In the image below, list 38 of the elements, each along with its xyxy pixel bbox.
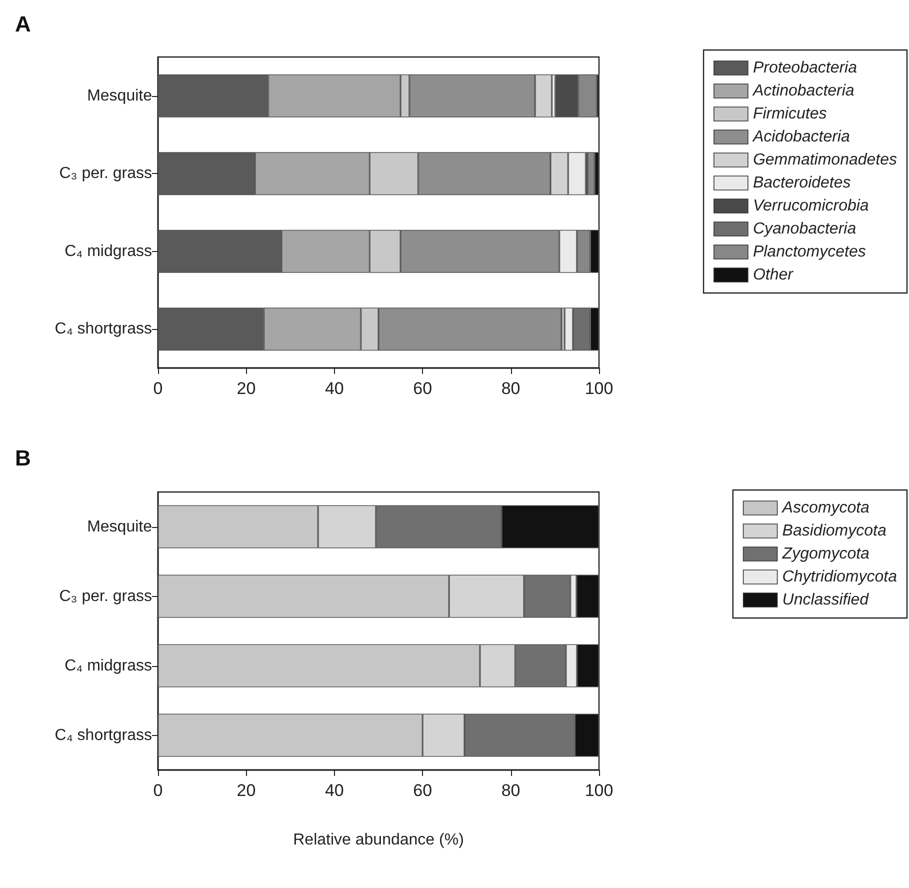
x-tick-label: 20 [236, 781, 256, 800]
legend-label: Unclassified [782, 592, 870, 608]
x-tick-label: 0 [153, 781, 163, 800]
chart-title: B [15, 446, 31, 470]
legend-label: Verrucomicrobia [752, 198, 869, 214]
y-tick-label: Mesquite [87, 87, 152, 104]
y-tick-label: C₄ midgrass [64, 657, 152, 674]
x-tick-label: 80 [501, 781, 520, 800]
x-tick-label: 20 [236, 379, 256, 398]
x-tick-label: 100 [584, 379, 614, 398]
y-tick-label: C₄ shortgrass [54, 726, 152, 744]
legend-label: Planctomycetes [752, 244, 866, 260]
legend-label: Ascomycota [781, 500, 870, 516]
y-tick-label: Mesquite [87, 518, 152, 536]
x-tick-label: 60 [413, 379, 432, 398]
x-tick-label: 80 [501, 379, 520, 398]
y-tick-label: C₄ midgrass [64, 242, 152, 260]
x-tick-label: 40 [324, 781, 344, 800]
x-tick-label: 100 [584, 781, 614, 800]
legend-label: Bacteroidetes [752, 174, 851, 192]
y-tick-label: C₃ per. grass [59, 588, 152, 605]
legend-label: Basidiomycota [782, 522, 886, 540]
legend-label: Firmicutes [752, 106, 827, 122]
legend-label: Proteobacteria [752, 60, 858, 76]
y-tick-label: C₄ shortgrass [54, 320, 152, 338]
legend-label: Gemmatimonadetes [752, 152, 897, 168]
legend-label: Zygomycota [781, 546, 870, 562]
chart-title: A [15, 12, 31, 36]
x-tick-label: 40 [324, 379, 344, 398]
legend-label: Acidobacteria [752, 128, 850, 146]
x-axis-title: Relative abundance (%) [293, 832, 464, 848]
y-tick-label: C₃ per. grass [59, 165, 152, 182]
legend-label: Actinobacteria [752, 82, 854, 100]
x-tick-label: 0 [153, 379, 163, 398]
x-tick-label: 60 [413, 781, 432, 800]
legend-label: Cyanobacteria [752, 220, 856, 238]
legend-label: Chytridiomycota [782, 568, 898, 586]
legend-label: Other [752, 266, 794, 284]
